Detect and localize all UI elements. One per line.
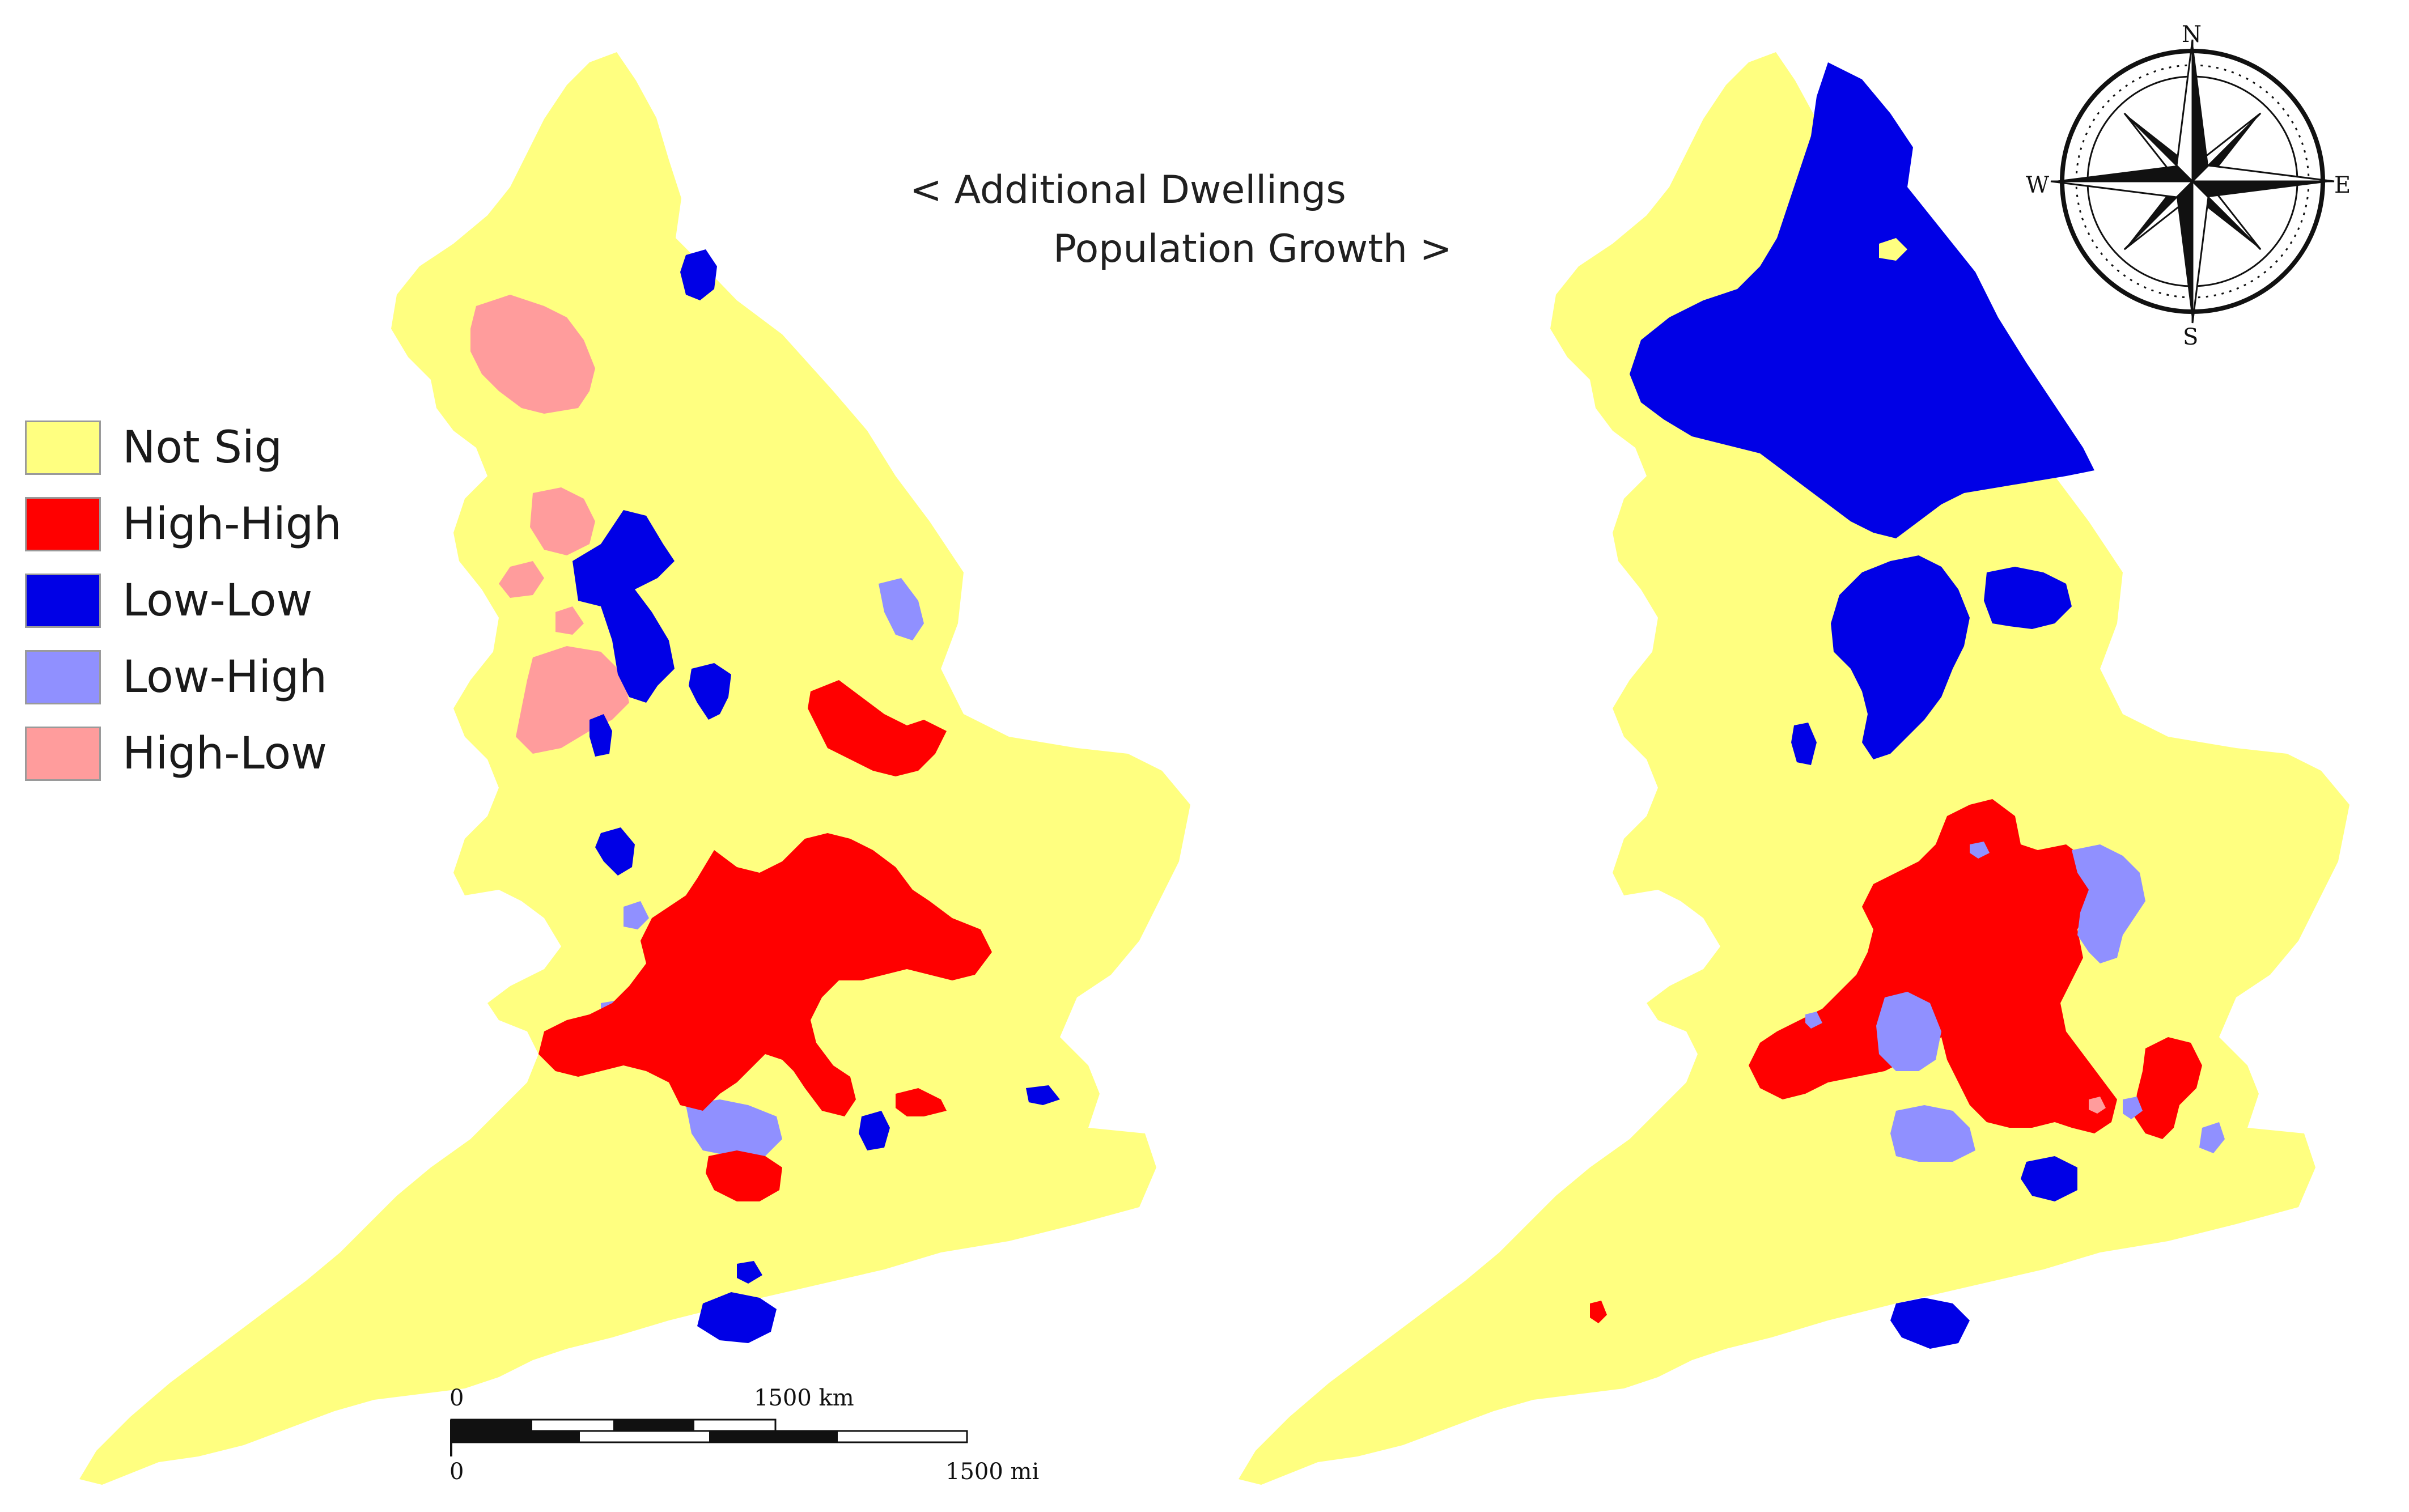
region-high-high	[1590, 1301, 1607, 1323]
region-high-high	[2134, 1037, 2202, 1139]
legend-label: High-Low	[122, 728, 328, 779]
legend-swatch-low-low	[25, 574, 101, 628]
region-low-low	[589, 714, 612, 757]
region-low-low	[689, 663, 731, 720]
scale-bar	[450, 1418, 968, 1456]
region-low-high	[1890, 1105, 1975, 1162]
region-low-high	[1970, 842, 1990, 859]
region-high-high	[706, 1150, 782, 1201]
region-low-low	[2021, 1156, 2077, 1201]
scale-mi-label: 1500 mi	[945, 1459, 1040, 1485]
region-high-low	[470, 295, 595, 414]
region-high-low	[555, 606, 584, 635]
region-low-low	[1791, 723, 1817, 765]
region-high-high	[1749, 799, 2117, 1133]
legend-label: Low-High	[122, 652, 328, 703]
region-high-low	[499, 561, 544, 598]
compass-rose-icon	[2050, 39, 2335, 324]
region-high-high	[808, 680, 947, 776]
region-low-low	[737, 1261, 762, 1284]
region-low-high	[686, 1099, 782, 1156]
region-low-low	[1831, 555, 1970, 759]
region-low-high	[2072, 844, 2145, 963]
region-low-low	[1026, 1085, 1060, 1105]
region-not-sig-enclave	[1879, 238, 1907, 261]
scale-km-zero: 0	[449, 1385, 464, 1411]
region-low-high	[879, 578, 924, 640]
region-low-high	[2123, 1097, 2143, 1119]
region-high-high	[538, 833, 992, 1116]
region-low-low	[680, 249, 717, 300]
legend-label: High-High	[122, 499, 342, 550]
region-high-high	[896, 1088, 947, 1116]
legend-label: Not Sig	[122, 422, 283, 473]
legend-swatch-high-low	[25, 727, 101, 781]
region-low-low	[1984, 567, 2072, 629]
region-low-low	[697, 1292, 777, 1343]
title-population-growth: Population Growth >	[1053, 227, 1452, 271]
compass-north-label: N	[2182, 22, 2202, 48]
scale-km-label: 1500 km	[754, 1385, 854, 1411]
map-population-growth	[1239, 52, 2349, 1485]
region-low-low	[1890, 1298, 1970, 1349]
compass-west-label: W	[2026, 172, 2050, 198]
map-additional-dwellings	[79, 52, 1190, 1485]
legend-swatch-not-sig	[25, 421, 101, 475]
region-high-low	[530, 487, 595, 555]
legend-swatch-low-high	[25, 650, 101, 704]
region-low-high	[624, 901, 649, 929]
compass-east-label: E	[2334, 172, 2351, 198]
region-low-low	[595, 827, 635, 876]
region-low-high	[2199, 1122, 2225, 1153]
region-low-low	[572, 510, 675, 703]
compass-south-label: S	[2183, 324, 2199, 350]
region-low-low	[1630, 62, 2094, 538]
region-low-low	[859, 1111, 890, 1150]
region-low-high	[1876, 992, 1941, 1071]
region-low-high	[1805, 1012, 1822, 1029]
region-high-low	[2089, 1097, 2106, 1114]
legend-label: Low-Low	[122, 575, 313, 626]
scale-mi-zero: 0	[449, 1459, 464, 1485]
title-additional-dwellings: < Additional Dwellings	[910, 168, 1346, 213]
legend-swatch-high-high	[25, 497, 101, 551]
region-high-low	[516, 646, 629, 754]
